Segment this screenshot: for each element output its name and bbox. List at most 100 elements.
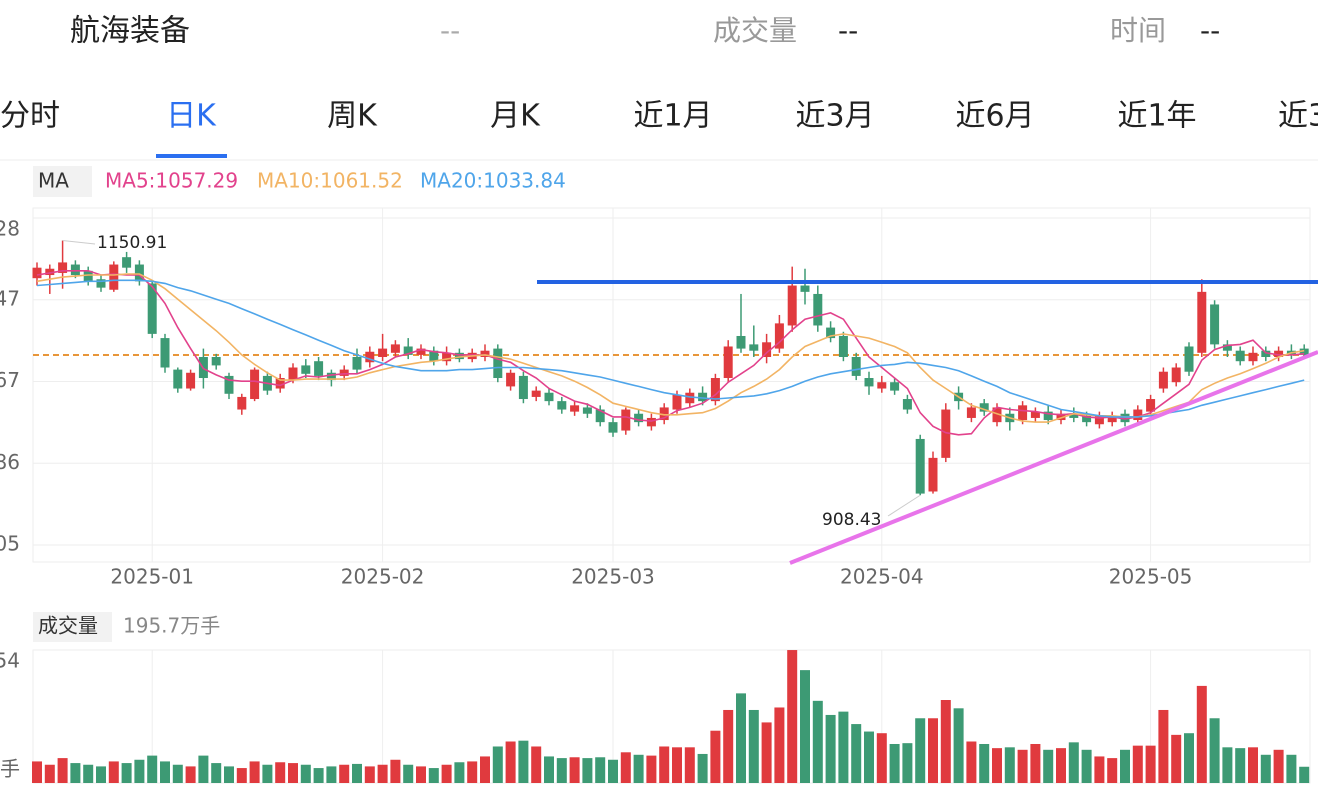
- candle-body: [1056, 413, 1066, 421]
- volume-bar: [185, 766, 196, 783]
- tab[interactable]: 周K: [327, 99, 378, 134]
- volume-bar: [1094, 756, 1105, 783]
- candle-body: [966, 407, 976, 418]
- volume-bar: [544, 756, 554, 783]
- candle-body: [1274, 350, 1284, 357]
- volume-bar: [1196, 685, 1207, 783]
- candle-body: [928, 457, 938, 492]
- volume-bar: [249, 761, 260, 783]
- volume-bar: [275, 762, 286, 783]
- tab[interactable]: 近3月: [795, 99, 874, 134]
- price-frame: [32, 207, 1311, 563]
- volume-bar: [1043, 749, 1054, 783]
- volume-bar: [992, 748, 1002, 783]
- candle-body: [378, 348, 388, 357]
- candle-body: [211, 356, 221, 366]
- volume-bar: [876, 733, 887, 783]
- volume-bar: [569, 757, 580, 783]
- candle-body: [237, 396, 247, 410]
- candle-body: [595, 409, 605, 423]
- candle-body: [390, 344, 400, 353]
- volume-bar: [339, 764, 350, 783]
- time-value: --: [1200, 14, 1220, 47]
- volume-bar: [416, 766, 426, 783]
- candle-body: [570, 405, 580, 412]
- tab[interactable]: 近1月: [633, 99, 712, 134]
- volume-bar: [403, 764, 414, 783]
- candle-body: [1171, 367, 1181, 383]
- volume-bar: [262, 764, 273, 783]
- volume-bar: [454, 762, 465, 783]
- candle-body: [1094, 415, 1104, 425]
- candle-body: [787, 285, 797, 326]
- volume-bar: [198, 755, 209, 783]
- candle-body: [275, 378, 285, 389]
- volume-bar: [787, 650, 798, 783]
- ma-box: [33, 166, 92, 197]
- candle-body: [813, 293, 823, 326]
- volume-bar: [556, 758, 567, 783]
- candle-body: [838, 335, 848, 357]
- candle-body: [288, 367, 298, 381]
- y-tick-label: 861.05: [0, 532, 20, 556]
- ma-legend: MA5:1057.29: [105, 169, 238, 193]
- ma-line: [36, 279, 1305, 418]
- candle-body: [1235, 350, 1245, 362]
- candle-body: [122, 257, 132, 268]
- candle-body: [544, 392, 554, 402]
- volume-bar: [697, 753, 708, 783]
- volume-bar: [684, 747, 695, 783]
- candle-body: [1133, 409, 1143, 421]
- candle-body: [1146, 399, 1156, 412]
- candle-body: [672, 394, 682, 410]
- tab[interactable]: 分时: [0, 99, 60, 134]
- volume-bar: [953, 708, 964, 783]
- volume-bar: [1222, 747, 1233, 783]
- candle-body: [224, 375, 234, 394]
- candle-body: [186, 372, 196, 389]
- volume-bar: [710, 730, 721, 783]
- candle-body: [416, 348, 426, 355]
- volume-bar: [1120, 749, 1130, 783]
- volume-bar: [915, 718, 926, 783]
- y-tick-label: 938.86: [0, 450, 20, 474]
- volume-bar: [160, 761, 170, 783]
- volume-bar: [441, 764, 452, 783]
- volume-bar: [44, 764, 55, 783]
- volume-bar: [352, 763, 362, 783]
- volume-bar: [1209, 718, 1220, 783]
- tab[interactable]: 日K: [166, 99, 217, 134]
- volume-tick-label: 1602.54: [0, 649, 20, 673]
- volume-bar: [1056, 748, 1066, 783]
- volume-bar: [748, 709, 759, 783]
- volume-bar: [608, 759, 618, 783]
- volume-box: [33, 612, 112, 642]
- tab[interactable]: 近1年: [1117, 99, 1196, 134]
- candle-body: [1184, 346, 1194, 372]
- volume-title: 成交量: [38, 614, 98, 638]
- candle-body: [826, 327, 836, 339]
- candle-body: [352, 356, 362, 370]
- volume-bar: [646, 755, 657, 783]
- tab[interactable]: 近3: [1278, 99, 1318, 134]
- volume-bar: [659, 746, 670, 783]
- volume-bar: [889, 743, 900, 783]
- tab[interactable]: 月K: [490, 99, 541, 134]
- tab[interactable]: 近6月: [955, 99, 1034, 134]
- candle-body: [557, 401, 567, 410]
- candle-body: [32, 267, 42, 279]
- volume-bar: [800, 670, 810, 783]
- ma-legend: MA10:1061.52: [257, 169, 403, 193]
- volume-bar: [966, 741, 977, 783]
- volume-bar: [108, 761, 119, 783]
- candle-body: [1107, 415, 1117, 423]
- volume-bar: [633, 754, 644, 783]
- candle-body: [890, 382, 900, 391]
- x-tick-label: 2025-05: [1109, 565, 1193, 589]
- candle-body: [723, 346, 733, 379]
- candle-body: [250, 369, 260, 400]
- volume-unit: 万手: [0, 757, 20, 781]
- candle-body: [1261, 350, 1271, 357]
- volume-bar: [505, 741, 516, 783]
- candle-body: [160, 338, 170, 368]
